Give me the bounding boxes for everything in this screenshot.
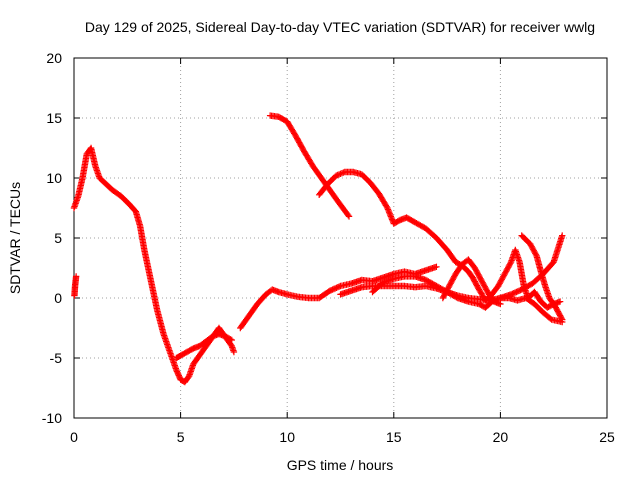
data-point-marker (173, 366, 180, 374)
data-point-marker (72, 273, 80, 280)
data-point-marker (559, 232, 566, 239)
grid-lines (74, 58, 607, 418)
y-tick-label: 15 (46, 110, 62, 126)
data-point-marker (547, 315, 554, 322)
x-tick-label: 5 (177, 429, 185, 445)
data-point-marker (228, 336, 235, 344)
y-tick-label: -10 (42, 410, 62, 426)
data-point-marker (176, 373, 183, 381)
y-tick-label: 10 (46, 170, 62, 186)
chart-title: Day 129 of 2025, Sidereal Day-to-day VTE… (85, 19, 595, 35)
data-point-marker (174, 369, 181, 376)
y-tick-label: 20 (46, 50, 62, 66)
data-point-marker (497, 300, 504, 308)
x-tick-label: 10 (279, 429, 295, 445)
data-point-marker (173, 368, 181, 375)
series-track-2 (70, 144, 238, 386)
data-point-marker (433, 263, 440, 270)
x-tick-label: 0 (70, 429, 78, 445)
data-point-marker (559, 316, 566, 323)
y-tick-label: -5 (50, 350, 63, 366)
data-markers (70, 112, 566, 386)
x-tick-label: 25 (599, 429, 615, 445)
data-point-marker (230, 348, 238, 356)
series-track-9 (439, 256, 504, 308)
x-tick-labels: 0 5 10 15 20 25 (70, 429, 615, 445)
y-tick-labels: -10 -5 0 5 10 15 20 (42, 50, 62, 426)
x-tick-label: 15 (386, 429, 402, 445)
series-track-10 (518, 232, 566, 323)
series-track-6 (369, 273, 566, 326)
x-axis-label: GPS time / hours (287, 457, 394, 473)
y-tick-label: 0 (54, 290, 62, 306)
data-point-marker (345, 213, 353, 220)
series-track-3 (173, 330, 235, 362)
x-tick-label: 20 (493, 429, 509, 445)
data-point-marker (556, 298, 564, 305)
data-point-marker (175, 372, 182, 379)
data-point-marker (227, 336, 234, 343)
y-axis-label: SDTVAR / TECUs (7, 182, 23, 294)
series-track-1 (71, 273, 80, 299)
series-track-8 (315, 168, 564, 311)
data-point-marker (532, 251, 540, 258)
y-tick-label: 5 (54, 230, 62, 246)
data-point-marker (174, 370, 182, 378)
data-point-marker (558, 315, 565, 322)
series-track-7 (266, 112, 353, 220)
data-point-marker (507, 260, 514, 267)
axis-ticks (73, 57, 608, 419)
data-point-marker (344, 212, 352, 219)
